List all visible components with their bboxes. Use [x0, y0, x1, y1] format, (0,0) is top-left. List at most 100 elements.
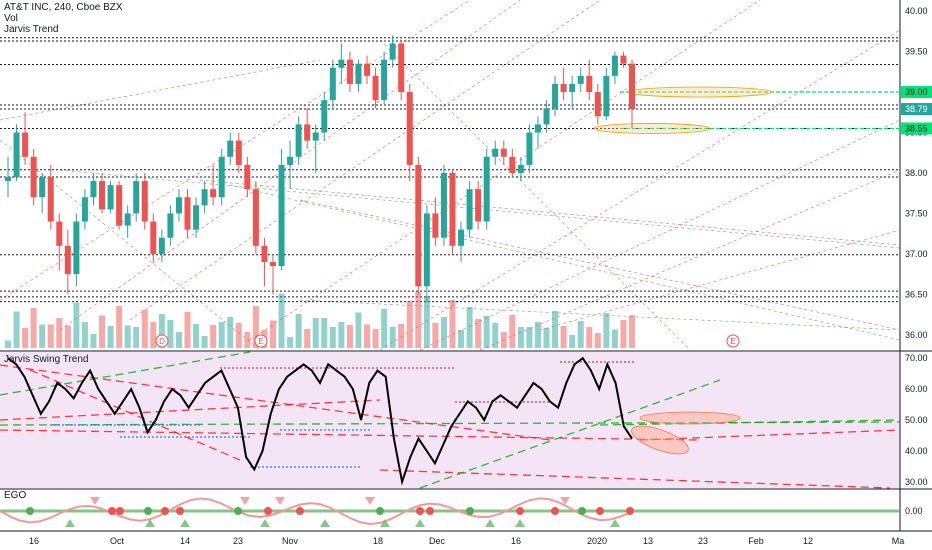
- event-marker-label: E: [730, 337, 735, 346]
- candle: [389, 35, 396, 68]
- candle-body: [158, 237, 165, 254]
- candle-body: [552, 83, 559, 109]
- candle: [90, 172, 97, 206]
- ego-signal-dot: [176, 507, 184, 515]
- date-tick-label: 12: [803, 536, 813, 546]
- ego-signal-dot: [296, 507, 304, 515]
- candle: [269, 253, 276, 295]
- ego-signal-dot: [26, 507, 34, 515]
- ego-signal-dot: [116, 507, 124, 515]
- trend-line: [539, 229, 901, 331]
- candle: [64, 229, 71, 295]
- swing-trend-line: [0, 399, 381, 421]
- candle: [287, 140, 294, 190]
- price-tick-label: 39.50: [905, 47, 928, 57]
- candle-body: [278, 164, 285, 267]
- ego-up-arrow: [65, 519, 75, 527]
- ego-signal-dot: [144, 507, 152, 515]
- candle: [47, 164, 54, 230]
- candle-body: [560, 83, 567, 93]
- candle-body: [22, 132, 29, 157]
- trend-line: [299, 199, 901, 331]
- event-marker-label: E: [258, 337, 263, 346]
- volume-bar: [492, 323, 499, 348]
- candle: [13, 124, 20, 182]
- volume-bar: [201, 336, 208, 348]
- candle: [398, 39, 405, 101]
- volume-bar: [244, 332, 251, 348]
- price-label-badge: 39.00: [901, 86, 932, 99]
- ego-up-arrow: [610, 519, 620, 527]
- candle-body: [47, 177, 54, 222]
- price-tick-label: 36.50: [905, 289, 928, 299]
- candle: [509, 148, 516, 178]
- date-tick-label: Ma: [892, 536, 905, 546]
- candle: [329, 59, 336, 109]
- volume-bar: [116, 306, 123, 348]
- swing-trend-line: [639, 429, 901, 441]
- candle: [193, 197, 200, 238]
- ego-signal-dot: [426, 507, 434, 515]
- candle-body: [483, 156, 490, 222]
- candle: [252, 181, 259, 254]
- volume-bar: [90, 334, 97, 348]
- candle-body: [81, 197, 88, 222]
- volume-bar: [252, 306, 259, 348]
- price-tick-label: 40.00: [905, 6, 928, 16]
- candle: [458, 221, 465, 263]
- candle-body: [440, 172, 447, 238]
- candle-body: [569, 83, 576, 93]
- swing-target-ellipse: [639, 411, 741, 425]
- candle-body: [167, 213, 174, 238]
- date-tick-label: 23: [233, 536, 243, 546]
- candle-body: [210, 189, 217, 198]
- candle-body: [329, 67, 336, 101]
- candle-body: [30, 156, 37, 198]
- candle-body: [475, 189, 482, 222]
- candle: [295, 116, 302, 165]
- event-marker-circle: [155, 334, 169, 348]
- volume-bar: [603, 313, 610, 348]
- volume-bar: [458, 330, 465, 348]
- swing-tick-label: 30.00: [905, 477, 928, 487]
- symbol-legend[interactable]: AT&T INC, 240, Cboe BZX Vol Jarvis Trend: [4, 2, 123, 35]
- ego-pane-label: EGO: [4, 490, 27, 501]
- price-label-bg: [901, 122, 932, 135]
- ego-down-arrow: [275, 497, 285, 505]
- date-tick-label: 23: [698, 536, 708, 546]
- candle-body: [338, 59, 345, 68]
- ego-signal-dot: [234, 507, 242, 515]
- candle: [492, 140, 499, 165]
- volume-bar: [124, 325, 131, 348]
- candle: [560, 67, 567, 101]
- candle: [569, 75, 576, 109]
- volume-bar: [30, 308, 37, 348]
- candle: [603, 67, 610, 121]
- candle-body: [466, 189, 473, 230]
- candle: [577, 67, 584, 93]
- candle-body: [611, 55, 618, 76]
- ego-line: [0, 497, 631, 525]
- candle-body: [99, 181, 106, 210]
- volume-bar: [475, 319, 482, 348]
- candle-body: [184, 197, 191, 230]
- date-tick-label: Dec: [429, 536, 446, 546]
- volume-bar: [99, 315, 106, 348]
- candle-body: [321, 100, 328, 133]
- candle-body: [312, 132, 319, 141]
- ego-signal-dot: [596, 507, 604, 515]
- ego-signal-dot: [551, 507, 559, 515]
- candle-body: [124, 213, 131, 226]
- swing-tick-label: 70.00: [905, 353, 928, 363]
- swing-trend-line: [419, 379, 721, 489]
- candle: [261, 237, 268, 287]
- candle-body: [193, 205, 200, 230]
- candle: [517, 156, 524, 182]
- volume-bar: [73, 302, 80, 348]
- symbol-title: AT&T INC, 240, Cboe BZX: [4, 2, 123, 13]
- candle: [629, 59, 635, 129]
- volume-bar: [355, 312, 362, 348]
- volume-bar: [432, 323, 439, 348]
- candle-body: [509, 156, 516, 173]
